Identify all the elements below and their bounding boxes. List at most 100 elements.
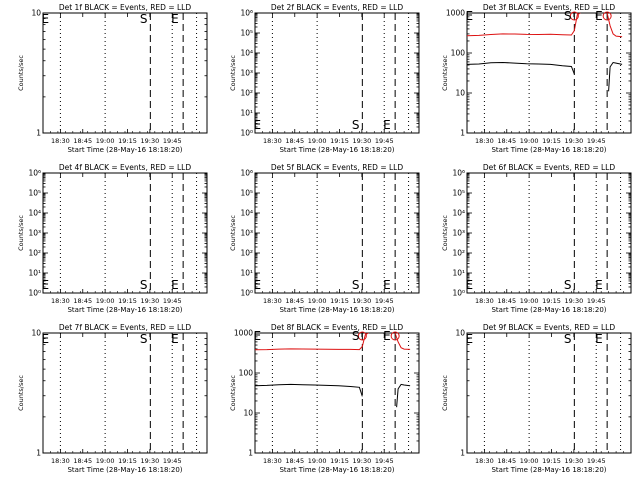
y-tick-label: 10⁶	[240, 9, 253, 18]
x-tick-label: 18:30	[475, 297, 494, 305]
y-axis-label: Counts/sec	[441, 55, 449, 91]
y-axis-label: Counts/sec	[229, 375, 237, 411]
plot-frame	[254, 332, 420, 454]
chart-title: Det 9f BLACK = Events, RED = LLD	[483, 323, 616, 332]
plot-frame	[466, 12, 632, 134]
event-letter: E	[171, 278, 179, 292]
event-letter: E	[595, 9, 603, 23]
event-letter: E	[595, 332, 603, 346]
x-tick-label: 18:45	[285, 457, 304, 465]
x-tick-label: 19:45	[375, 457, 394, 465]
y-tick-label: 10³	[28, 229, 41, 238]
saturation-marker	[357, 331, 367, 341]
event-letter: S	[564, 278, 572, 292]
y-tick-label: 10⁵	[240, 189, 253, 198]
y-tick-label: 10⁰	[452, 289, 465, 298]
y-tick-label: 10⁴	[240, 209, 253, 218]
chart-panel-2: Det 2f BLACK = Events, RED = LLD 10⁰ 10¹ 10…	[229, 3, 420, 154]
x-tick-label: 18:30	[51, 457, 70, 465]
y-axis-label: Counts/sec	[17, 55, 25, 91]
y-tick-label: 10	[455, 329, 465, 338]
plot-frame	[466, 332, 632, 454]
event-letter: E	[171, 332, 179, 346]
x-tick-label: 19:30	[352, 297, 371, 305]
event-letter: S	[140, 12, 148, 26]
series-line	[394, 332, 411, 350]
event-letter: E	[465, 278, 473, 292]
series-line	[608, 61, 623, 92]
event-letter: E	[465, 9, 473, 23]
y-tick-label: 10¹	[240, 269, 253, 278]
y-tick-label: 1	[460, 449, 465, 458]
x-axis-label: Start Time (28-May-16 18:18:20)	[279, 306, 394, 314]
event-letter: E	[253, 329, 261, 343]
chart-title: Det 4f BLACK = Events, RED = LLD	[59, 163, 192, 172]
x-axis-label: Start Time (28-May-16 18:18:20)	[279, 146, 394, 154]
x-axis-label: Start Time (28-May-16 18:18:20)	[67, 306, 182, 314]
y-axis-label: Counts/sec	[441, 375, 449, 411]
saturation-marker	[390, 331, 400, 341]
x-tick-label: 19:45	[163, 457, 182, 465]
y-tick-label: 10²	[240, 249, 253, 258]
x-tick-label: 18:45	[73, 137, 92, 145]
series-line	[466, 61, 575, 75]
x-tick-label: 19:45	[163, 297, 182, 305]
x-tick-label: 19:30	[564, 457, 583, 465]
event-letter: E	[171, 12, 179, 26]
series-line	[606, 12, 623, 38]
y-tick-label: 1	[248, 449, 253, 458]
x-tick-label: 19:30	[140, 137, 159, 145]
x-tick-label: 19:15	[330, 297, 349, 305]
event-letter: E	[253, 118, 261, 132]
chart-title: Det 1f BLACK = Events, RED = LLD	[59, 3, 192, 12]
x-tick-label: 18:45	[497, 457, 516, 465]
chart-title: Det 2f BLACK = Events, RED = LLD	[271, 3, 404, 12]
y-tick-label: 10⁰	[28, 289, 41, 298]
x-tick-label: 18:30	[475, 137, 494, 145]
x-tick-label: 18:45	[497, 137, 516, 145]
plot-frame	[42, 332, 208, 454]
y-tick-label: 10³	[240, 229, 253, 238]
x-tick-label: 19:00	[308, 457, 327, 465]
x-tick-label: 19:45	[375, 137, 394, 145]
chart-panel-9: Det 9f BLACK = Events, RED = LLD 1 10 Count…	[441, 323, 632, 474]
plot-frame	[42, 12, 208, 134]
event-letter: S	[564, 9, 572, 23]
y-tick-label: 10	[243, 409, 253, 418]
y-tick-label: 10²	[28, 249, 41, 258]
event-letter: S	[352, 278, 360, 292]
y-tick-label: 1	[36, 449, 41, 458]
series-line	[466, 12, 581, 37]
x-tick-label: 19:45	[587, 457, 606, 465]
x-tick-label: 18:45	[285, 297, 304, 305]
x-tick-label: 19:30	[352, 457, 371, 465]
chart-panel-3: Det 3f BLACK = Events, RED = LLD 1 10 100 10…	[441, 3, 632, 154]
event-letter: S	[352, 329, 360, 343]
x-tick-label: 19:15	[542, 137, 561, 145]
x-axis-label: Start Time (28-May-16 18:18:20)	[491, 146, 606, 154]
y-tick-label: 10²	[452, 249, 465, 258]
saturation-marker	[569, 11, 579, 21]
y-tick-label: 100	[239, 369, 254, 378]
y-tick-label: 10	[455, 89, 465, 98]
y-tick-label: 10²	[240, 89, 253, 98]
y-axis-label: Counts/sec	[229, 215, 237, 251]
y-tick-label: 10⁴	[240, 49, 253, 58]
plot-frame	[42, 172, 208, 294]
y-tick-label: 10⁵	[28, 189, 41, 198]
x-tick-label: 19:30	[564, 137, 583, 145]
chart-panel-6: Det 6f BLACK = Events, RED = LLD 10⁰ 10¹ 10…	[441, 163, 632, 314]
y-tick-label: 10⁴	[452, 209, 465, 218]
x-tick-label: 18:45	[285, 137, 304, 145]
x-tick-label: 19:00	[520, 457, 539, 465]
x-tick-label: 19:15	[330, 457, 349, 465]
event-letter: S	[352, 118, 360, 132]
chart-panel-1: Det 1f BLACK = Events, RED = LLD 1 10 Count…	[17, 3, 208, 154]
x-tick-label: 19:45	[375, 297, 394, 305]
event-letter: E	[41, 278, 49, 292]
x-tick-label: 19:00	[308, 297, 327, 305]
x-tick-label: 18:30	[263, 137, 282, 145]
chart-panel-7: Det 7f BLACK = Events, RED = LLD 1 10 Count…	[17, 323, 208, 474]
series-line	[396, 383, 411, 408]
x-tick-label: 18:45	[73, 457, 92, 465]
